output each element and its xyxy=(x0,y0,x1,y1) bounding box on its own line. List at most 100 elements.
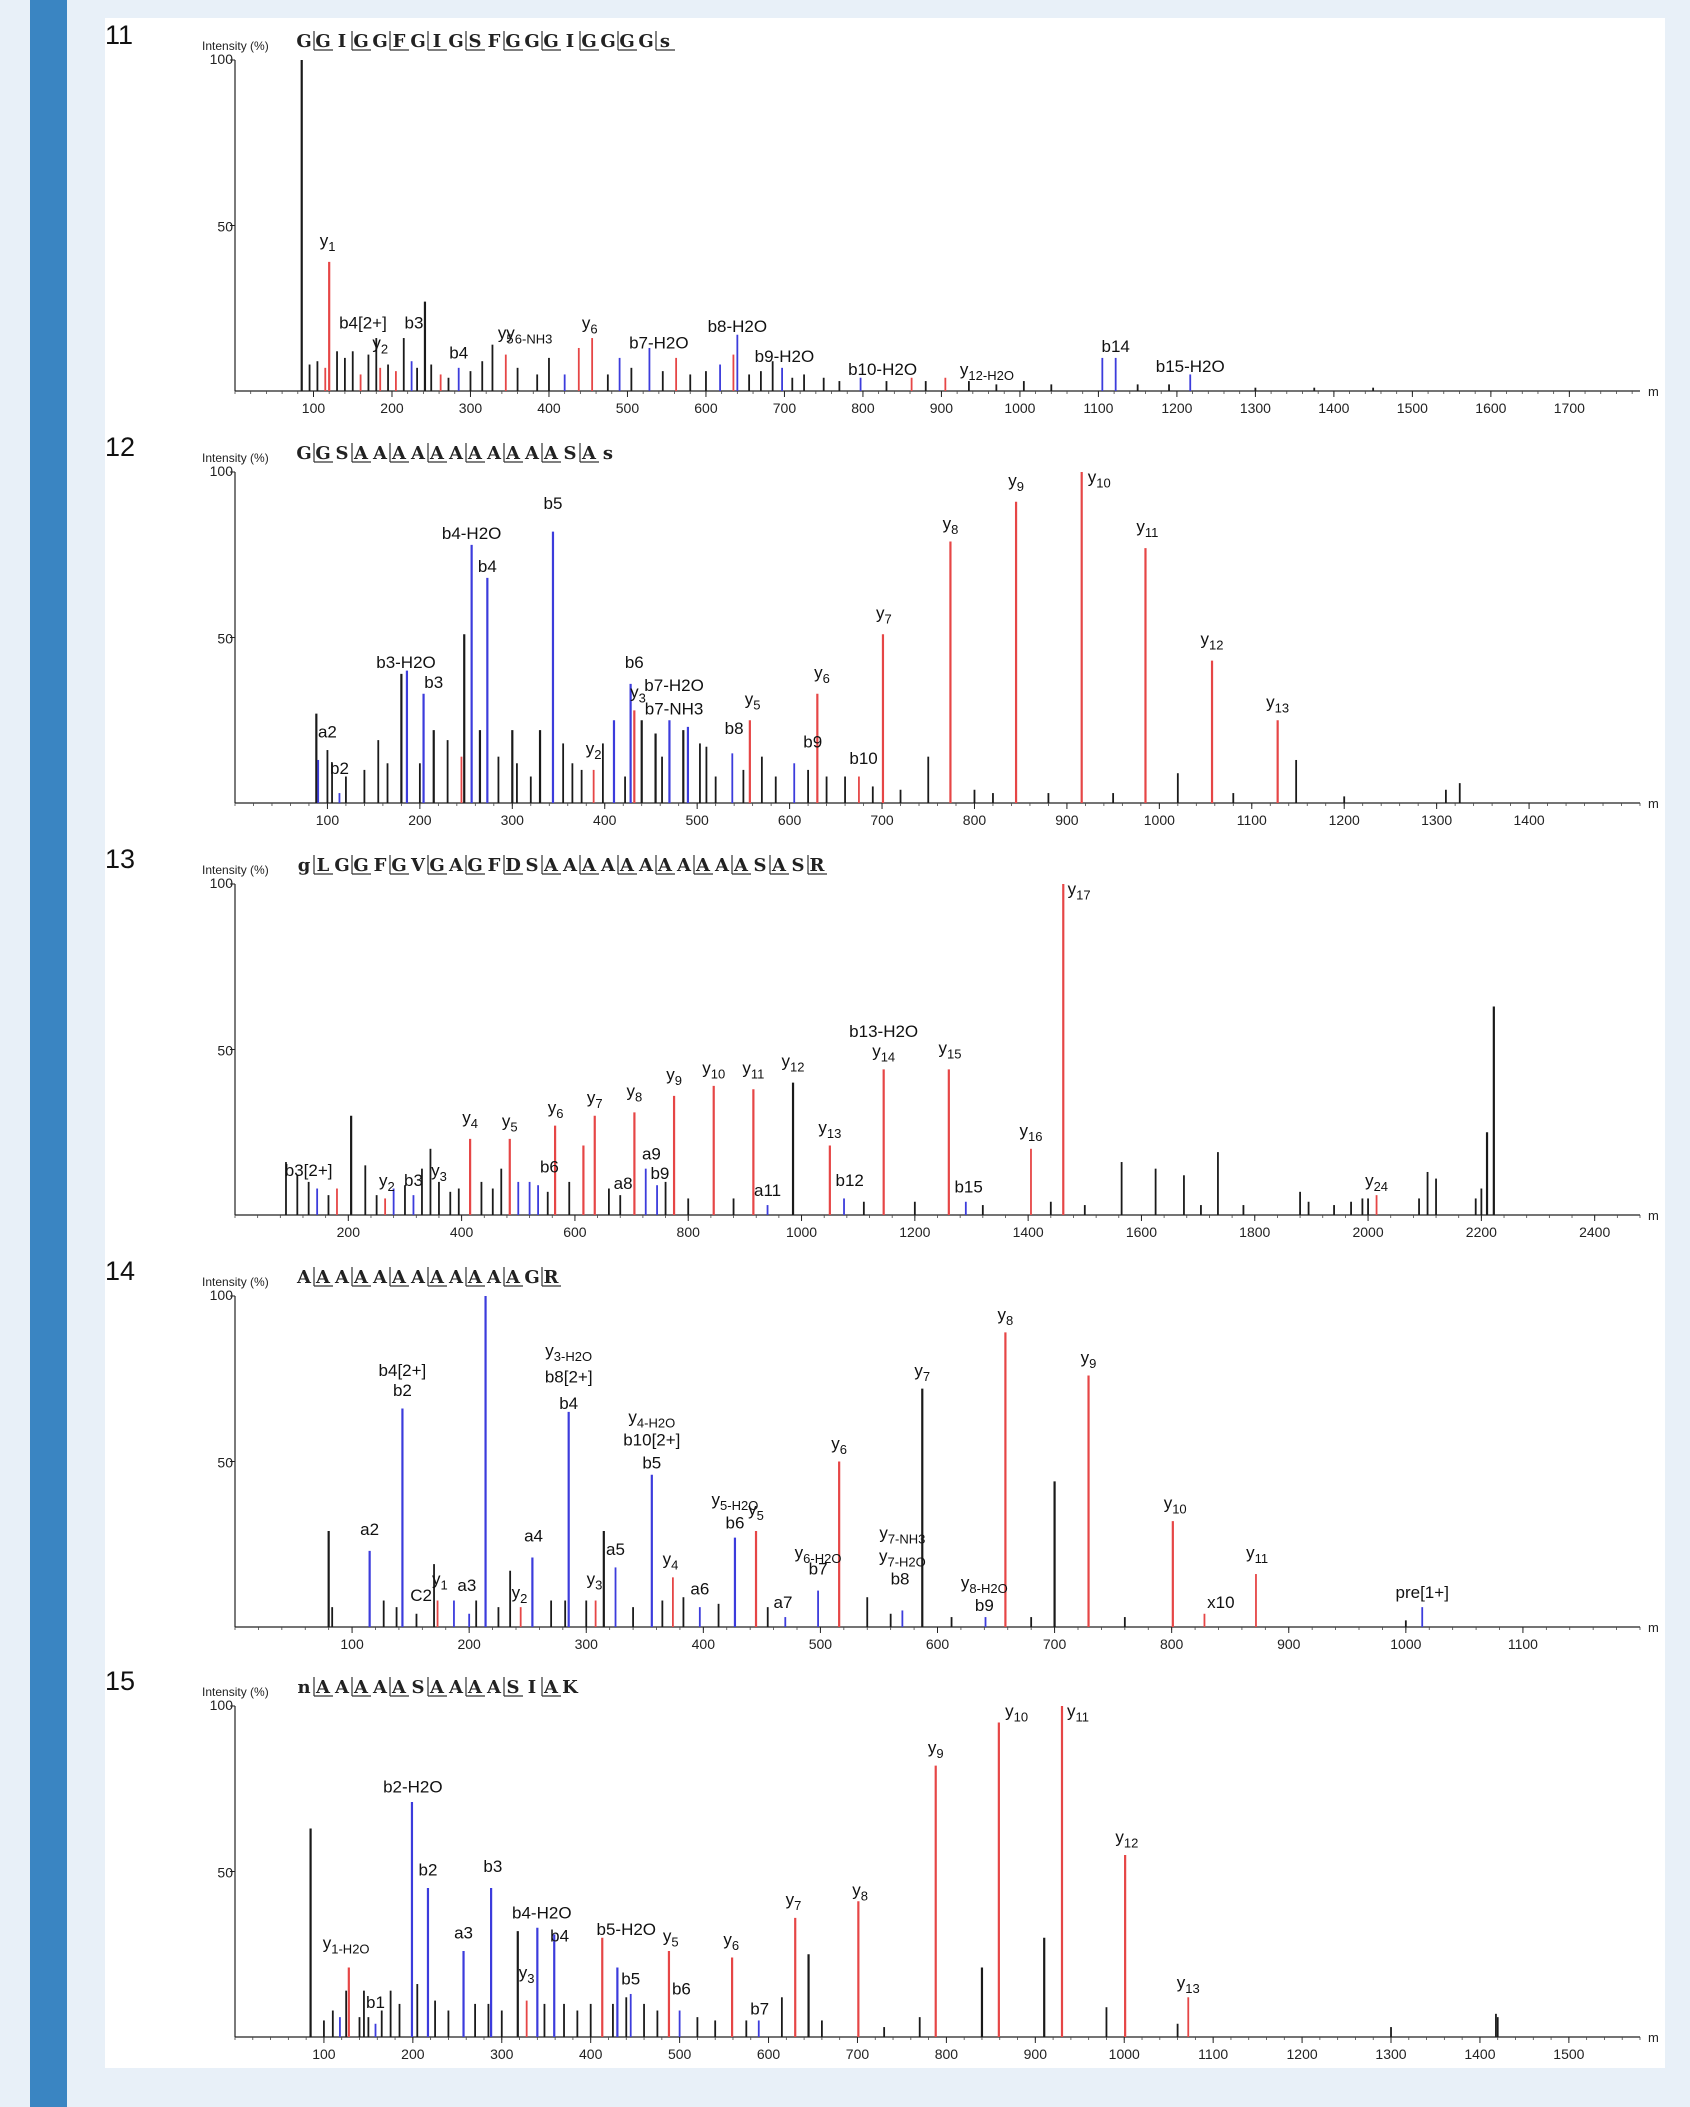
annotation-label: b3[2+] xyxy=(285,1161,333,1180)
annotation-label: y6-H2O xyxy=(795,1543,842,1566)
annotation-label: b3 xyxy=(404,1171,423,1190)
x-tick-label: 300 xyxy=(459,400,483,416)
x-tick-label: 900 xyxy=(930,400,954,416)
sequence-residue: S xyxy=(336,443,349,464)
sequence-residue: G xyxy=(581,31,596,52)
sequence-residue: G xyxy=(372,31,387,52)
ion-letter: y xyxy=(1365,1171,1374,1190)
y-axis-title: Intensity (%) xyxy=(202,863,269,877)
annotation-label: y3 xyxy=(431,1161,447,1184)
sequence-residue: R xyxy=(810,855,826,876)
sequence-residue: A xyxy=(372,1267,388,1288)
sequence-residue: A xyxy=(486,1267,502,1288)
sequence-residue: A xyxy=(391,1267,407,1288)
x-tick-label: 1200 xyxy=(1329,812,1360,828)
peak-label: y6 xyxy=(548,1098,564,1121)
sequence-residue: A xyxy=(372,443,388,464)
peak-label: y5 xyxy=(748,1500,764,1523)
peak-label: b7 xyxy=(750,1999,769,2018)
annotation-label: b6 xyxy=(625,653,644,672)
peak-label: y15 xyxy=(938,1038,961,1061)
ion-letter: y xyxy=(587,1570,596,1589)
y-tick-label: 100 xyxy=(210,875,234,891)
ion-letter: y xyxy=(748,1500,757,1519)
panel-number: 15 xyxy=(105,1666,135,1696)
sequence-residue: s xyxy=(660,31,670,52)
x-tick-label: 800 xyxy=(677,1224,701,1240)
sequence-residue: s xyxy=(603,443,613,464)
annotation-label: b13-H2O xyxy=(849,1022,918,1041)
ion-letter: y xyxy=(666,1065,675,1084)
ion-letter: y xyxy=(432,1570,441,1589)
peak-label: a5 xyxy=(606,1540,625,1559)
ion-letter: y xyxy=(545,1341,554,1360)
ion-subscript: 2 xyxy=(387,1179,394,1194)
ion-letter: y xyxy=(879,1523,888,1542)
ion-subscript: 3 xyxy=(639,691,646,706)
ion-letter: y xyxy=(1005,1702,1014,1721)
ion-letter: y xyxy=(498,324,507,343)
peak-label: b5 xyxy=(621,1970,640,1989)
peak-label: y10 xyxy=(1088,468,1111,491)
ion-letter: y xyxy=(323,1933,332,1952)
peak-label: y12 xyxy=(782,1052,805,1075)
x-tick-label: 300 xyxy=(575,1636,599,1652)
sequence-residue: G xyxy=(334,855,349,876)
peak-label: y7 xyxy=(914,1361,930,1384)
ion-letter: y xyxy=(914,1361,923,1380)
x-tick-label: 2200 xyxy=(1466,1224,1497,1240)
x-tick-label: 700 xyxy=(1043,1636,1067,1652)
sequence-residue: A xyxy=(771,855,787,876)
sequence-residue: A xyxy=(467,443,483,464)
peak-label: a7 xyxy=(773,1593,792,1612)
peak-label: b12 xyxy=(836,1171,864,1190)
x-tick-label: 1400 xyxy=(1514,812,1545,828)
ion-letter: y xyxy=(814,663,823,682)
ion-subscript: 15 xyxy=(947,1046,961,1061)
peak-label: y11 xyxy=(742,1058,764,1081)
x-tick-label: 300 xyxy=(490,2046,514,2062)
peak-label: y9 xyxy=(1081,1348,1097,1371)
ion-subscript: 5 xyxy=(506,332,513,347)
x-tick-label: 100 xyxy=(340,1636,364,1652)
peak-label: b4 xyxy=(449,344,468,363)
ion-subscript: 4 xyxy=(471,1116,478,1131)
peak-label: y4 xyxy=(462,1108,478,1131)
ion-letter: y xyxy=(630,683,639,702)
x-tick-label: 1400 xyxy=(1013,1224,1044,1240)
panel-number: 11 xyxy=(105,20,133,50)
peak-label: y6 xyxy=(831,1434,847,1457)
ion-subscript: 10 xyxy=(711,1066,725,1081)
ion-letter: y xyxy=(372,334,381,353)
x-tick-label: 1400 xyxy=(1464,2046,1495,2062)
x-tick-label: 1000 xyxy=(1004,400,1035,416)
ion-subscript: 6 xyxy=(590,322,597,337)
x-tick-label: 600 xyxy=(778,812,802,828)
x-tick-label: 1000 xyxy=(786,1224,817,1240)
peak-label: y7 xyxy=(786,1890,802,1913)
x-tick-label: 1100 xyxy=(1083,400,1113,416)
ion-letter: y xyxy=(938,1038,947,1057)
sequence-residue: A xyxy=(334,1267,350,1288)
x-tick-label: 1100 xyxy=(1237,812,1267,828)
sequence-residue: F xyxy=(393,31,406,52)
peak-label: b4-H2O xyxy=(512,1903,572,1922)
annotation-label: b10 xyxy=(849,749,877,768)
peak-label: a2 xyxy=(360,1520,379,1539)
sequence-residue: G xyxy=(296,31,311,52)
x-tick-label: 500 xyxy=(668,2046,692,2062)
x-tick-label: 2400 xyxy=(1579,1224,1610,1240)
ion-letter: y xyxy=(831,1434,840,1453)
peak-label: b5-H2O xyxy=(597,1920,657,1939)
x-tick-label: 2000 xyxy=(1352,1224,1383,1240)
ion-letter: y xyxy=(320,231,329,250)
ion-subscript: 5-H2O xyxy=(720,1498,758,1513)
sequence-residue: I xyxy=(433,31,441,52)
x-tick-label: 800 xyxy=(1160,1636,1184,1652)
x-axis-unit: m xyxy=(1648,2030,1659,2045)
sequence-residue: A xyxy=(467,1677,483,1698)
peak-label: y13 xyxy=(818,1118,841,1141)
left-sidebar-bar xyxy=(30,0,67,2107)
